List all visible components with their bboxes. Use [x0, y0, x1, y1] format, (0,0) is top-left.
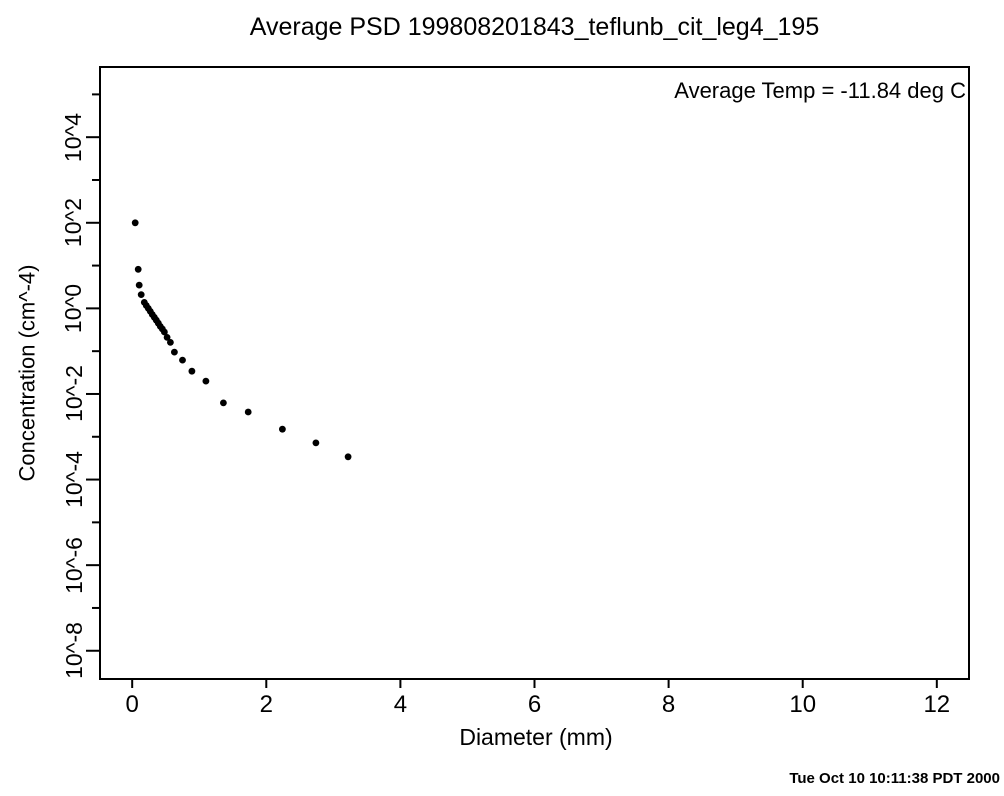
x-tick-label: 6 — [527, 691, 542, 718]
data-point — [137, 291, 145, 298]
y-tick-label: 10^0 — [60, 283, 87, 333]
data-point — [163, 334, 171, 341]
chart-title: Average PSD 199808201843_teflunb_cit_leg… — [249, 13, 820, 41]
data-point — [134, 265, 142, 273]
data-point — [188, 367, 196, 375]
x-tick-label: 2 — [259, 691, 273, 718]
y-tick-label: 10^-2 — [60, 365, 87, 423]
y-tick-label: 10^4 — [60, 112, 87, 162]
y-tick-label: 10^-8 — [60, 622, 87, 680]
data-point — [312, 439, 320, 447]
data-point — [179, 356, 186, 364]
y-tick-label: 10^-6 — [60, 536, 87, 594]
x-tick-label: 8 — [661, 691, 676, 718]
average-temp-annotation: Average Temp = -11.84 deg C — [674, 78, 966, 103]
data-point — [344, 453, 352, 461]
data-point — [167, 339, 174, 346]
y-tick-label: 10^2 — [60, 198, 87, 248]
x-tick-label: 0 — [125, 691, 139, 718]
y-axis-label: Concentration (cm^-4) — [14, 264, 40, 482]
data-point — [220, 399, 227, 407]
x-tick-label: 10 — [789, 691, 817, 718]
data-point — [202, 377, 210, 385]
data-point — [131, 219, 139, 227]
data-point — [161, 328, 168, 336]
timestamp: Tue Oct 10 10:11:38 PDT 2000 — [789, 770, 1000, 787]
x-axis-label: Diameter (mm) — [459, 724, 613, 750]
plot-border — [99, 66, 970, 680]
y-tick-label: 10^-4 — [60, 451, 87, 508]
data-point — [171, 348, 178, 356]
data-point — [279, 425, 286, 433]
x-tick-label: 12 — [923, 691, 951, 718]
data-point — [244, 408, 252, 416]
data-point — [135, 281, 143, 289]
x-tick-label: 4 — [393, 691, 408, 718]
